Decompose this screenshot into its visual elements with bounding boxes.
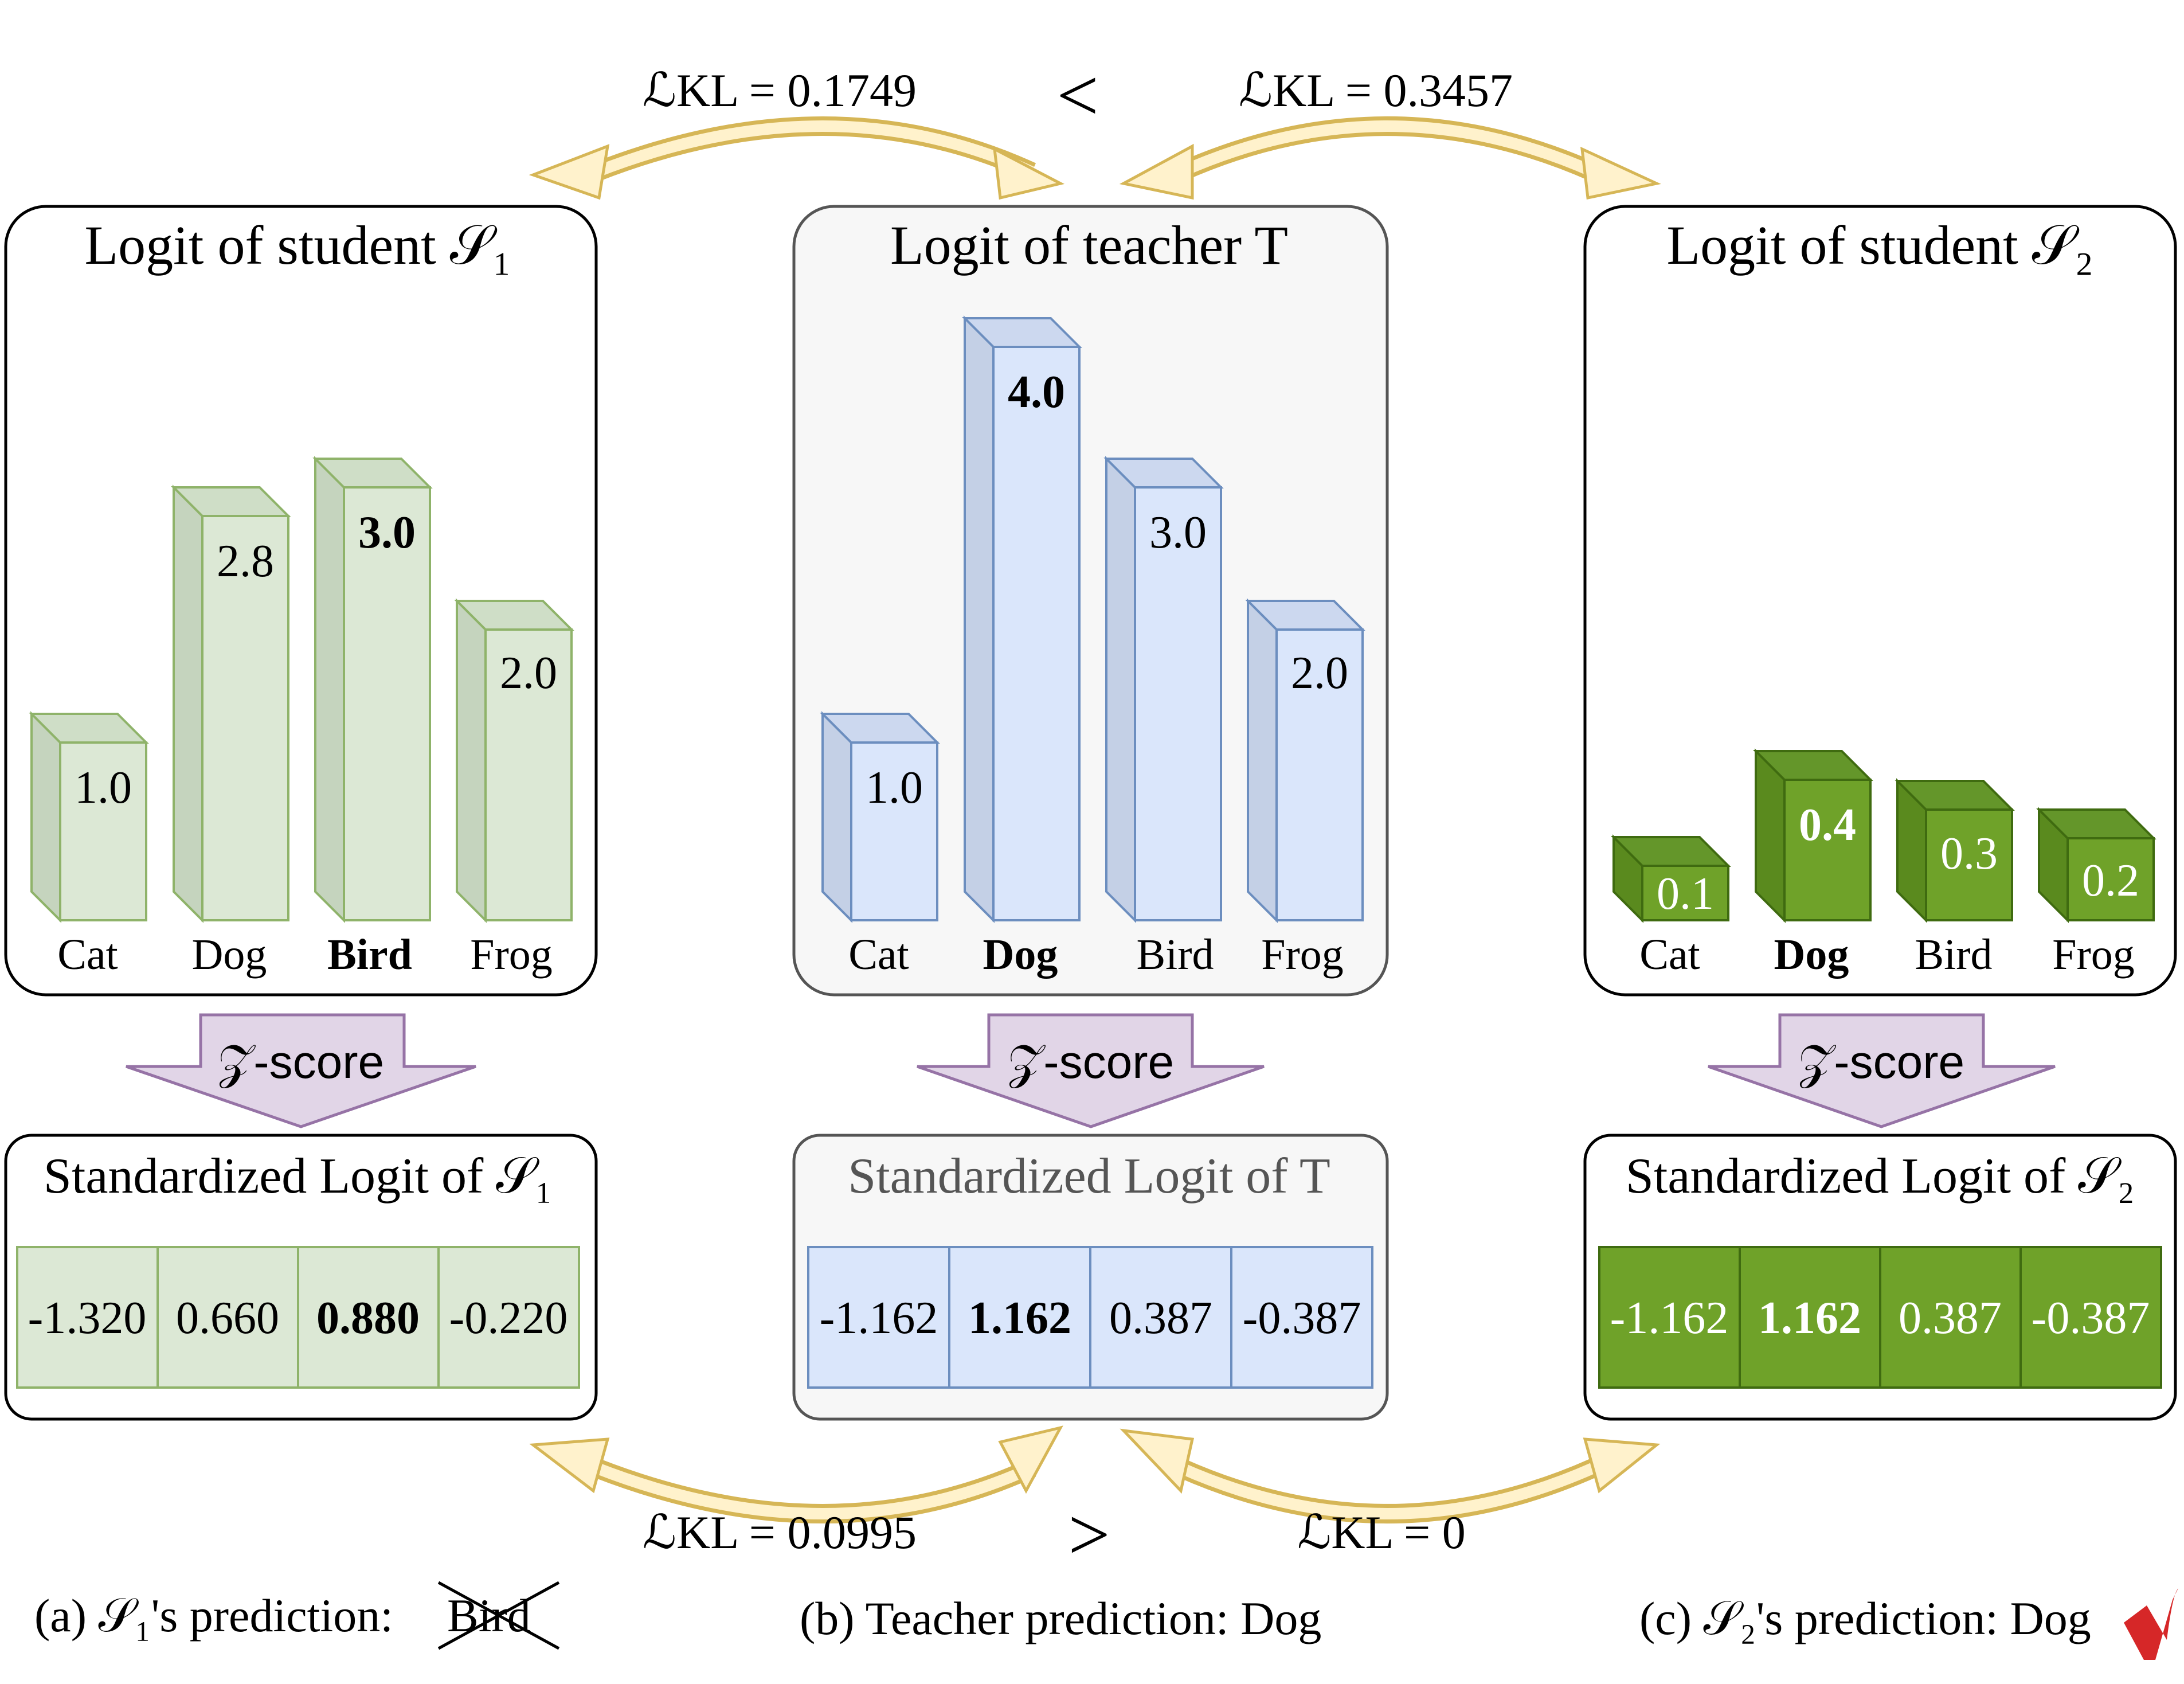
student1-bar-cat: 1.0: [29, 711, 149, 923]
student2-logit-bird: 0.3: [1940, 829, 1998, 879]
student1-standardized-title: Standardized Logit of 𝒮₁: [44, 1148, 553, 1204]
teacher-standardized-row: -1.162 1.162 0.387 -0.387: [807, 1246, 1373, 1389]
student1-category-dog: Dog: [192, 931, 267, 979]
student2-logit-panel: [1583, 205, 2177, 997]
kl-top-comparison-symbol: <: [1056, 54, 1098, 137]
teacher-zscore-label: 𝒵-score: [1008, 1036, 1174, 1088]
student2-bar-frog: 0.2: [2036, 807, 2156, 923]
student1-caption-prediction: Bird: [447, 1589, 531, 1642]
student1-bar-frog: 2.0: [454, 598, 574, 923]
student2-correct-check-icon: [2124, 1588, 2178, 1660]
student2-bar-dog: 0.4: [1753, 748, 1873, 923]
teacher-bar-bird: 3.0: [1103, 456, 1224, 923]
student2-zscore-arrow: 𝒵-score: [1708, 1013, 2056, 1128]
student2-logit-frog: 0.2: [2082, 855, 2139, 906]
teacher-logit-dog: 4.0: [1008, 367, 1065, 417]
student1-logit-bird: 3.0: [358, 507, 416, 558]
teacher-category-cat: Cat: [848, 931, 909, 979]
student2-category-dog: Dog: [1774, 931, 1849, 979]
kl-bottom-right-label: ℒKL = 0: [1297, 1506, 1466, 1558]
teacher-zscore-arrow: 𝒵-score: [917, 1013, 1265, 1128]
student2-logit-cat: 0.1: [1657, 869, 1714, 919]
student1-caption: (a) 𝒮₁'s prediction:: [34, 1589, 393, 1642]
teacher-bar-cat: 1.0: [820, 711, 940, 923]
teacher-std-value-frog: -0.387: [1243, 1293, 1361, 1343]
teacher-std-value-dog: 1.162: [968, 1293, 1071, 1343]
student2-bar-cat: 0.1: [1611, 834, 1731, 923]
student1-std-value-dog: 0.660: [176, 1293, 279, 1343]
kl-bottom-left-label: ℒKL = 0.0995: [643, 1506, 917, 1558]
student1-logit-frog: 2.0: [500, 648, 557, 698]
student2-caption: (c) 𝒮₂'s prediction: Dog: [1639, 1592, 2091, 1644]
student2-standardized-title: Standardized Logit of 𝒮₂: [1626, 1148, 2135, 1204]
student2-std-value-frog: -0.387: [2032, 1293, 2150, 1343]
teacher-category-dog: Dog: [983, 931, 1058, 979]
student2-standardized-row: -1.162 1.162 0.387 -0.387: [1598, 1246, 2162, 1389]
student2-zscore-label: 𝒵-score: [1798, 1036, 1964, 1088]
student2-std-value-dog: 1.162: [1758, 1293, 1861, 1343]
student1-logit-title: Logit of student 𝒮₁: [84, 214, 511, 276]
student1-bar-bird: 3.0: [312, 456, 433, 923]
student2-category-cat: Cat: [1639, 931, 1700, 979]
student1-std-value-frog: -0.220: [449, 1293, 568, 1343]
kl-top-left-arrow: [529, 116, 1065, 200]
student1-zscore-arrow: 𝒵-score: [126, 1013, 476, 1128]
teacher-logit-cat: 1.0: [866, 763, 923, 813]
student2-bar-bird: 0.3: [1895, 778, 2015, 923]
student2-category-frog: Frog: [2052, 931, 2135, 979]
student1-category-frog: Frog: [470, 931, 553, 979]
student2-logit-dog: 0.4: [1799, 800, 1856, 850]
student1-category-bird: Bird: [327, 931, 412, 979]
student1-wrong-cross-icon: [437, 1581, 560, 1650]
student1-logit-cat: 1.0: [75, 763, 132, 813]
teacher-std-value-cat: -1.162: [820, 1293, 938, 1343]
student1-zscore-label: 𝒵-score: [218, 1036, 384, 1088]
student1-std-value-cat: -1.320: [28, 1293, 147, 1343]
teacher-std-value-bird: 0.387: [1109, 1293, 1212, 1343]
student2-std-value-cat: -1.162: [1610, 1293, 1729, 1343]
teacher-logit-frog: 2.0: [1291, 648, 1348, 698]
teacher-logit-bird: 3.0: [1149, 507, 1207, 558]
teacher-caption: (b) Teacher prediction: Dog: [800, 1592, 1321, 1644]
student2-logit-title: Logit of student 𝒮₂: [1666, 214, 2093, 276]
student2-bar-chart: 0.1 0.4 0.3 0.2: [1611, 748, 2156, 923]
student1-category-cat: Cat: [57, 931, 118, 979]
student1-logit-panel: [4, 205, 598, 997]
teacher-category-bird: Bird: [1136, 931, 1214, 979]
student1-logit-dog: 2.8: [217, 536, 274, 587]
kl-top-right-label: ℒKL = 0.3457: [1239, 64, 1513, 116]
student2-category-bird: Bird: [1915, 931, 1992, 979]
kl-bottom-right-arrow: [1120, 1428, 1661, 1523]
teacher-bar-chart: 1.0 4.0 3.0 2.0: [820, 315, 1365, 923]
kl-bottom-comparison-symbol: >: [1068, 1494, 1110, 1576]
teacher-logit-title: Logit of teacher T: [890, 214, 1288, 276]
kl-top-right-arrow: [1119, 116, 1661, 200]
student1-bar-dog: 2.8: [171, 485, 291, 923]
student1-bar-chart: 1.0 2.8 3.0 2.0: [29, 456, 574, 923]
teacher-standardized-title: Standardized Logit of T: [848, 1148, 1330, 1204]
teacher-bar-frog: 2.0: [1245, 598, 1365, 923]
student1-standardized-row: -1.320 0.660 0.880 -0.220: [16, 1246, 580, 1389]
teacher-logit-panel: [792, 205, 1389, 997]
student2-std-value-bird: 0.387: [1899, 1293, 2002, 1343]
teacher-category-frog: Frog: [1261, 931, 1344, 979]
student1-std-value-bird: 0.880: [316, 1293, 420, 1343]
kl-bottom-left-arrow: [529, 1425, 1063, 1523]
kl-top-left-label: ℒKL = 0.1749: [643, 64, 917, 116]
teacher-bar-dog: 4.0: [962, 315, 1082, 923]
